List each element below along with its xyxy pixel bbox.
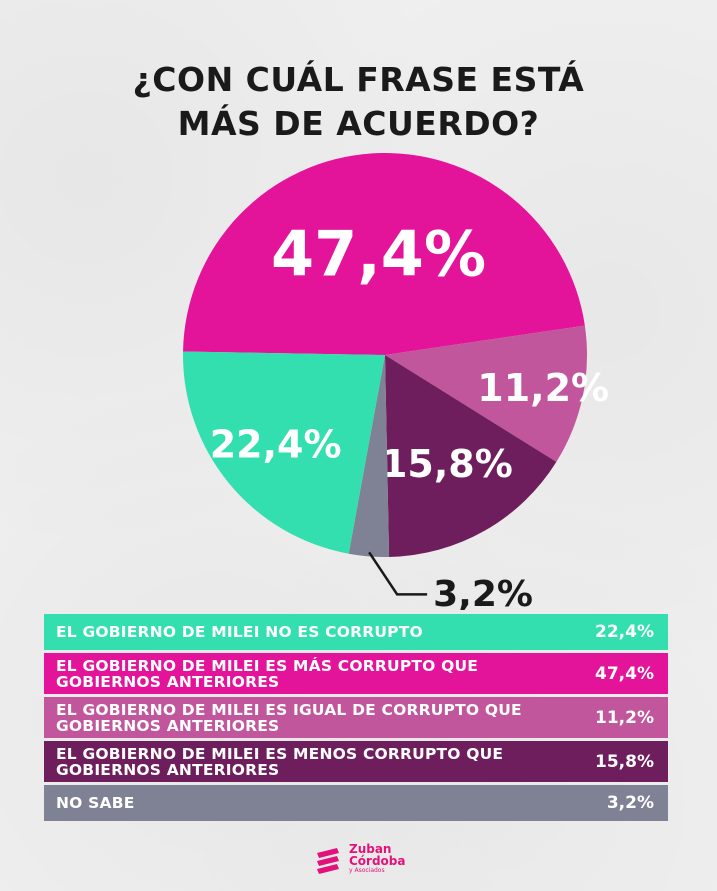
chart-title-line-1: ¿CON CUÁL FRASE ESTÁ — [132, 60, 585, 99]
chart-title-line-2: MÁS DE ACUERDO? — [177, 104, 540, 143]
slice-no-sabe-leader-line — [368, 551, 428, 596]
legend-row-menos-corrupto: EL GOBIERNO DE MILEI ES MENOS CORRUPTO Q… — [44, 741, 668, 782]
legend-row-no-corrupto: EL GOBIERNO DE MILEI NO ES CORRUPTO 22,4… — [44, 614, 668, 650]
logo-mark-icon — [317, 847, 339, 874]
legend-label: EL GOBIERNO DE MILEI ES MÁS CORRUPTO QUE… — [56, 656, 479, 691]
slice-no-sabe — [348, 355, 390, 557]
legend-value: 11,2% — [595, 707, 654, 728]
legend-label: EL GOBIERNO DE MILEI ES IGUAL DE CORRUPT… — [56, 700, 522, 735]
slice-mas-corrupto — [183, 152, 585, 355]
logo-line-2: Córdoba — [349, 854, 406, 868]
legend-value: 22,4% — [595, 622, 654, 642]
pie-chart: 47,4% 11,2% 15,8% 3,2% 22,4% — [183, 152, 609, 610]
legend-value: 47,4% — [595, 663, 654, 684]
logo-text: Zuban Córdoba y Asociados — [349, 843, 406, 874]
legend-value: 3,2% — [606, 793, 654, 813]
slice-no-corrupto-label: 22,4% — [210, 423, 342, 467]
legend-row-igual-corrupto: EL GOBIERNO DE MILEI ES IGUAL DE CORRUPT… — [44, 697, 668, 738]
legend-row-no-sabe: NO SABE 3,2% — [44, 785, 668, 821]
legend-value: 15,8% — [595, 751, 654, 772]
slice-no-corrupto — [183, 351, 385, 554]
legend-label: EL GOBIERNO DE MILEI ES MENOS CORRUPTO Q… — [56, 744, 504, 779]
logo-line-3: y Asociados — [349, 867, 385, 874]
slice-igual-corrupto-label: 11,2% — [477, 366, 609, 410]
slice-mas-corrupto-label: 47,4% — [271, 218, 486, 291]
slice-no-sabe-label: 3,2% — [433, 574, 533, 610]
slice-menos-corrupto-label: 15,8% — [381, 442, 513, 486]
legend-label: EL GOBIERNO DE MILEI NO ES CORRUPTO — [56, 623, 423, 641]
slice-menos-corrupto — [385, 355, 557, 557]
brand-logo: Zuban Córdoba y Asociados — [313, 843, 406, 874]
legend: EL GOBIERNO DE MILEI NO ES CORRUPTO 22,4… — [44, 614, 668, 824]
legend-label: NO SABE — [56, 794, 135, 812]
slice-igual-corrupto — [385, 325, 587, 462]
chart-title: ¿CON CUÁL FRASE ESTÁ MÁS DE ACUERDO? — [0, 58, 717, 146]
logo-line-1: Zuban — [349, 842, 392, 856]
legend-row-mas-corrupto: EL GOBIERNO DE MILEI ES MÁS CORRUPTO QUE… — [44, 653, 668, 694]
